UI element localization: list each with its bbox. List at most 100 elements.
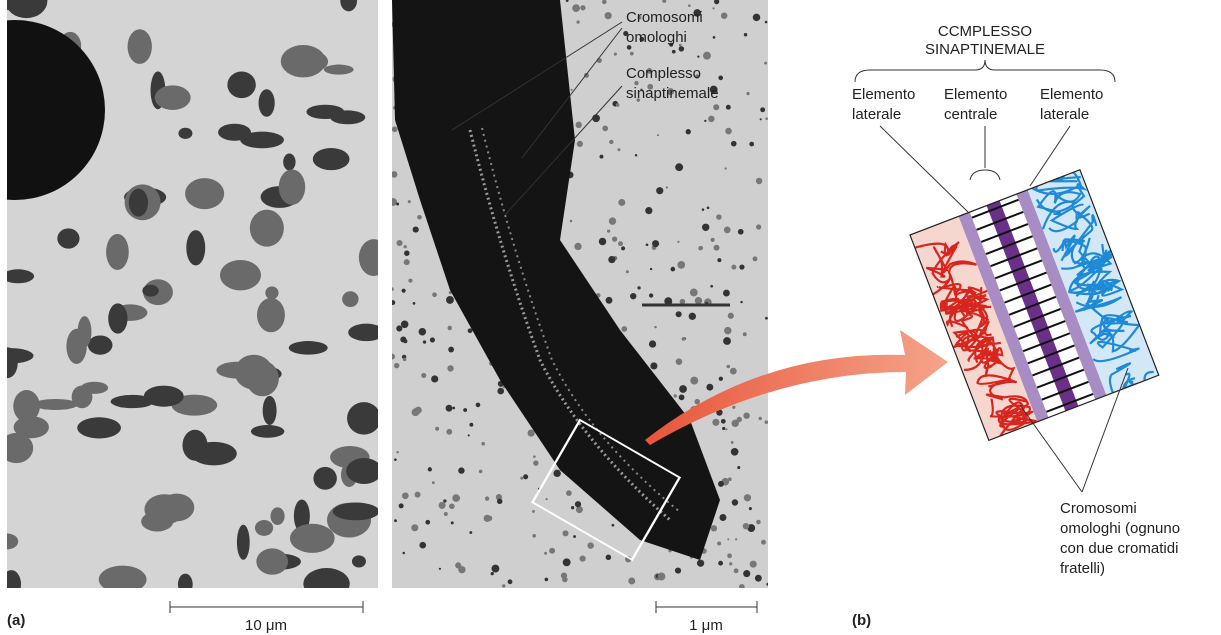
label: centrale (944, 106, 997, 123)
texture (419, 542, 426, 549)
texture (606, 297, 613, 304)
texture (744, 33, 747, 36)
texture (390, 287, 393, 290)
texture (704, 120, 706, 122)
texture (251, 425, 285, 438)
texture (727, 553, 732, 558)
texture (481, 442, 485, 446)
texture (396, 203, 399, 206)
texture (657, 573, 665, 581)
texture (77, 417, 121, 438)
texture (142, 285, 158, 297)
texture (717, 541, 721, 545)
texture (713, 36, 716, 39)
texture (532, 510, 535, 513)
texture (2, 269, 34, 283)
texture (649, 340, 656, 347)
texture (144, 494, 184, 524)
texture (706, 384, 713, 391)
texture (743, 332, 747, 336)
texture (389, 198, 397, 206)
texture (347, 402, 381, 434)
texture (666, 186, 668, 188)
texture (618, 241, 623, 246)
texture (608, 256, 615, 263)
texture (111, 395, 155, 408)
texture (723, 337, 731, 345)
texture (444, 512, 448, 516)
brace (855, 60, 1115, 82)
texture (283, 153, 295, 170)
texture (572, 4, 580, 12)
texture (724, 227, 731, 234)
texture (760, 118, 762, 120)
figure: Cromosomi omologhi Complesso sinaptinema… (0, 0, 1221, 635)
texture (399, 503, 404, 508)
texture (724, 327, 731, 334)
texture (679, 394, 685, 400)
texture (455, 562, 461, 568)
texture (576, 122, 582, 128)
texture (487, 515, 493, 521)
texture (609, 140, 613, 144)
texture (580, 5, 585, 10)
scale-bar (170, 601, 363, 613)
texture (533, 455, 536, 458)
texture (726, 105, 731, 110)
texture (731, 441, 734, 444)
texture (728, 313, 734, 319)
label: omologhi (ognuno (1060, 520, 1180, 537)
brace (970, 170, 1000, 180)
texture (352, 555, 366, 567)
texture (746, 92, 749, 95)
panel-label: (a) (7, 612, 25, 629)
texture (390, 300, 395, 305)
texture (702, 208, 705, 211)
texture (650, 268, 652, 270)
texture (528, 429, 535, 436)
texture (725, 428, 727, 430)
texture (401, 321, 409, 329)
texture (396, 240, 402, 246)
texture (760, 107, 765, 112)
texture (72, 385, 93, 408)
texture (447, 326, 452, 331)
texture (412, 408, 420, 416)
texture (646, 243, 649, 246)
texture (283, 50, 328, 74)
texture (749, 142, 754, 147)
texture (690, 377, 698, 385)
texture (605, 12, 612, 19)
texture (532, 534, 536, 538)
texture (756, 224, 761, 229)
texture (491, 565, 499, 573)
texture (713, 104, 719, 110)
texture (749, 507, 752, 510)
texture (571, 506, 574, 509)
texture (695, 297, 702, 304)
texture (182, 430, 207, 461)
texture (645, 207, 652, 214)
texture (743, 412, 749, 418)
texture (443, 499, 446, 502)
texture (731, 448, 739, 456)
texture (265, 286, 278, 299)
texture (728, 477, 732, 481)
texture (577, 141, 583, 147)
texture (402, 289, 406, 293)
texture (628, 577, 635, 584)
texture (392, 126, 398, 132)
texture (508, 579, 513, 584)
texture (731, 265, 736, 270)
texture (439, 568, 441, 570)
texture (570, 220, 573, 223)
texture (727, 538, 729, 540)
texture (562, 530, 568, 536)
texture (743, 523, 749, 529)
texture (446, 405, 453, 412)
label: Elemento (852, 86, 915, 103)
texture (415, 492, 421, 498)
texture (657, 134, 659, 136)
texture (637, 286, 640, 289)
texture (743, 570, 750, 577)
